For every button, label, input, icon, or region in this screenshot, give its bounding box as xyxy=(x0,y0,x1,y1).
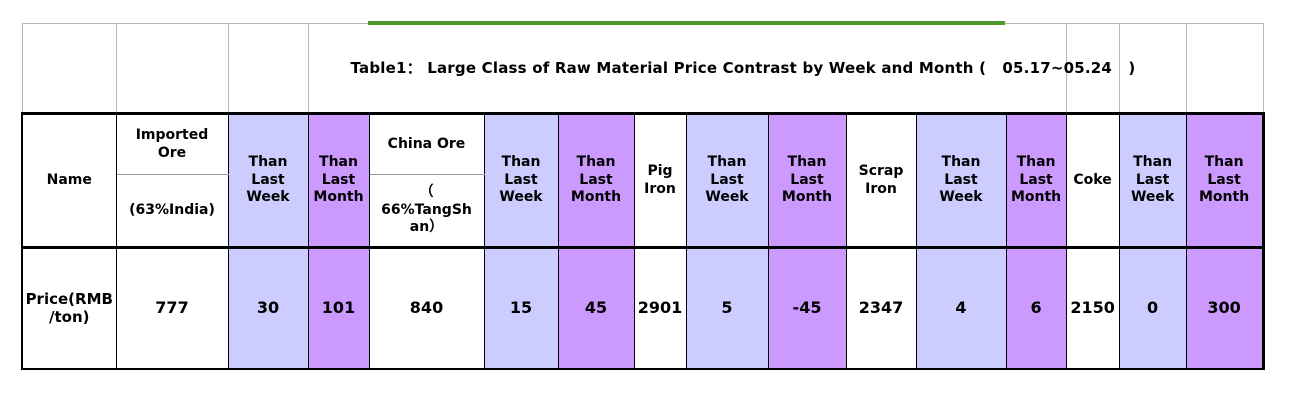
name-header-cell: Name xyxy=(21,112,117,249)
scrap-iron-price-cell: 2347 xyxy=(845,246,917,370)
header-row: Name Imported Ore Than Last Week Than La… xyxy=(21,112,1265,249)
green-accent-line xyxy=(368,21,1005,25)
coke-month-delta-cell: 300 xyxy=(1185,246,1265,370)
scrap-iron-month-delta-cell: 6 xyxy=(1005,246,1067,370)
price-row-label-cell: Price(RMB /ton) xyxy=(21,246,117,370)
than-last-week-header-cell: Than Last Week xyxy=(483,112,559,249)
title-row-empty-cell xyxy=(227,23,309,114)
than-last-month-header-cell: Than Last Month xyxy=(557,112,635,249)
price-data-row: Price(RMB /ton) 777 30 101 840 15 45 290… xyxy=(21,246,1265,370)
coke-header-cell: Coke xyxy=(1065,112,1120,249)
china-ore-price-cell: 840 xyxy=(368,246,485,370)
china-ore-spec-cell: （ 66%TangSh an） xyxy=(368,174,485,249)
imported-ore-week-delta-cell: 30 xyxy=(227,246,309,370)
china-ore-week-delta-cell: 15 xyxy=(483,246,559,370)
coke-week-delta-cell: 0 xyxy=(1118,246,1187,370)
than-last-week-header-cell: Than Last Week xyxy=(685,112,769,249)
title-row-empty-cell xyxy=(21,23,117,114)
title-row: Table1： Large Class of Raw Material Pric… xyxy=(21,23,1264,114)
scrap-iron-week-delta-cell: 4 xyxy=(915,246,1007,370)
pig-iron-price-cell: 2901 xyxy=(633,246,687,370)
pig-iron-month-delta-cell: -45 xyxy=(767,246,847,370)
title-row-empty-cell xyxy=(115,23,229,114)
than-last-month-header-cell: Than Last Month xyxy=(1185,112,1265,249)
scrap-iron-header-cell: Scrap Iron xyxy=(845,112,917,249)
than-last-week-header-cell: Than Last Week xyxy=(227,112,309,249)
table-title: Table1： Large Class of Raw Material Pric… xyxy=(307,23,1135,114)
imported-ore-header-cell: Imported Ore xyxy=(115,112,229,175)
imported-ore-spec-cell: (63%India) xyxy=(115,174,229,249)
china-ore-header-cell: China Ore xyxy=(368,112,485,175)
header-subrow: (63%India) （ 66%TangSh an） xyxy=(22,174,1263,249)
than-last-week-header-cell: Than Last Week xyxy=(1118,112,1187,249)
title-row-empty-cell xyxy=(1185,23,1264,114)
than-last-week-header-cell: Than Last Week xyxy=(915,112,1007,249)
pig-iron-week-delta-cell: 5 xyxy=(685,246,769,370)
imported-ore-month-delta-cell: 101 xyxy=(307,246,370,370)
than-last-month-header-cell: Than Last Month xyxy=(1005,112,1067,249)
raw-material-price-table: Table1： Large Class of Raw Material Pric… xyxy=(21,23,1265,370)
than-last-month-header-cell: Than Last Month xyxy=(767,112,847,249)
pig-iron-header-cell: Pig Iron xyxy=(633,112,687,249)
coke-price-cell: 2150 xyxy=(1065,246,1120,370)
imported-ore-price-cell: 777 xyxy=(115,246,229,370)
than-last-month-header-cell: Than Last Month xyxy=(307,112,370,249)
china-ore-month-delta-cell: 45 xyxy=(557,246,635,370)
